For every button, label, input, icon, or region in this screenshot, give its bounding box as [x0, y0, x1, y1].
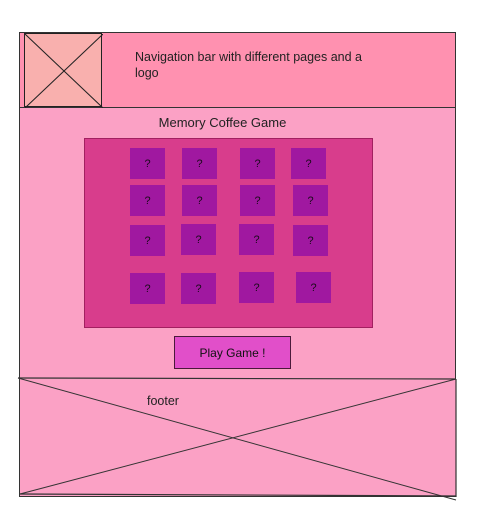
memory-card[interactable]: ?: [182, 148, 217, 179]
game-title: Memory Coffee Game: [158, 115, 287, 130]
logo-placeholder-icon: [25, 34, 103, 108]
logo-placeholder[interactable]: [24, 33, 103, 108]
memory-card[interactable]: ?: [293, 185, 328, 216]
play-game-button[interactable]: Play Game !: [174, 336, 291, 369]
memory-card[interactable]: ?: [130, 225, 165, 256]
memory-card[interactable]: ?: [240, 148, 275, 179]
memory-card[interactable]: ?: [239, 272, 274, 303]
memory-board: ? ? ? ? ? ? ? ? ? ? ? ? ? ? ? ?: [84, 138, 373, 328]
memory-card[interactable]: ?: [296, 272, 331, 303]
memory-card[interactable]: ?: [130, 273, 165, 304]
memory-card[interactable]: ?: [239, 224, 274, 255]
memory-card[interactable]: ?: [182, 185, 217, 216]
memory-card[interactable]: ?: [291, 148, 326, 179]
footer: [20, 379, 456, 496]
memory-card[interactable]: ?: [130, 148, 165, 179]
navbar-description: Navigation bar with different pages and …: [135, 50, 363, 80]
footer-label: footer: [147, 394, 179, 408]
memory-card[interactable]: ?: [130, 185, 165, 216]
memory-card[interactable]: ?: [181, 224, 216, 255]
memory-card[interactable]: ?: [181, 273, 216, 304]
memory-card[interactable]: ?: [293, 225, 328, 256]
memory-card[interactable]: ?: [240, 185, 275, 216]
